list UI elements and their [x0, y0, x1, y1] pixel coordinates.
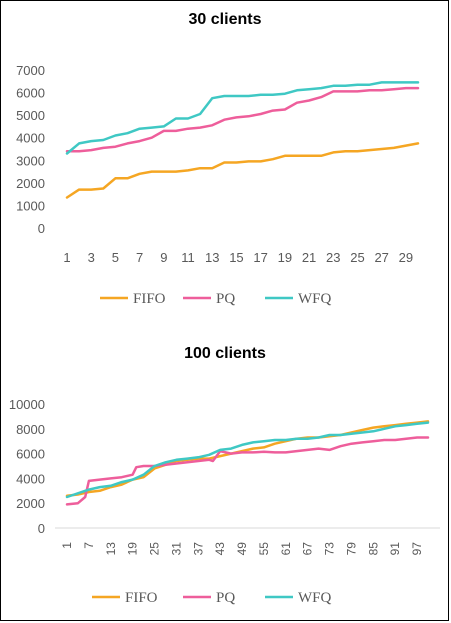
c100-series-pq-line [65, 436, 430, 506]
c100-x-tick-label: 7 [82, 542, 96, 549]
c30-y-tick-label: 1000 [16, 198, 45, 213]
c30-series-pq-line [65, 86, 420, 153]
c30-x-tick-label: 5 [112, 250, 119, 265]
c30-series-wfq-line [65, 81, 420, 155]
c30-legend-label-fifo: FIFO [133, 291, 166, 307]
c100-y-tick-label: 6000 [16, 447, 45, 462]
c100-title: 100 clients [184, 345, 266, 362]
c30-y-tick-label: 4000 [16, 131, 45, 146]
c30-series-fifo-line [65, 142, 420, 199]
c30-legend-label-wfq: WFQ [298, 291, 332, 307]
c30-legend-label-pq: PQ [216, 291, 235, 307]
c100-x-tick-label: 25 [148, 542, 162, 556]
c30-x-tick-label: 15 [229, 250, 243, 265]
c100-x-tick-label: 55 [257, 542, 271, 556]
c100-x-tick-label: 79 [344, 542, 358, 556]
c100-x-tick-label: 85 [366, 542, 380, 556]
c30-y-tick-label: 2000 [16, 176, 45, 191]
c100-series-fifo-line [65, 420, 430, 498]
c100-y-tick-label: 2000 [16, 496, 45, 511]
c100-legend-label-pq: PQ [216, 590, 235, 606]
c100-series-wfq-line [65, 421, 430, 499]
c100-x-tick-label: 43 [213, 542, 227, 556]
c30-y-tick-label: 3000 [16, 153, 45, 168]
c30-x-tick-label: 27 [374, 250, 388, 265]
c30-x-tick-label: 25 [350, 250, 364, 265]
c100-x-tick-label: 97 [410, 542, 424, 556]
c100-x-tick-label: 73 [323, 542, 337, 556]
c30-x-tick-label: 21 [302, 250, 316, 265]
c100-y-tick-label: 8000 [16, 422, 45, 437]
c30-x-tick-label: 29 [399, 250, 413, 265]
c30-x-tick-label: 19 [278, 250, 292, 265]
c30-x-tick-label: 7 [136, 250, 143, 265]
c100-x-tick-label: 19 [126, 542, 140, 556]
c100-x-tick-label: 13 [104, 542, 118, 556]
c100-y-tick-label: 0 [38, 521, 45, 536]
c100-x-tick-label: 61 [279, 542, 293, 556]
c100-x-tick-label: 91 [388, 542, 402, 556]
c100-legend-label-fifo: FIFO [125, 590, 158, 606]
c100-x-tick-label: 37 [191, 542, 205, 556]
c100-x-tick-label: 49 [235, 542, 249, 556]
c30-x-tick-label: 13 [205, 250, 219, 265]
c100-x-tick-label: 1 [60, 542, 74, 549]
c100-y-tick-label: 10000 [9, 397, 45, 412]
c30-y-tick-label: 5000 [16, 108, 45, 123]
c30-x-tick-label: 3 [88, 250, 95, 265]
c30-x-tick-label: 17 [253, 250, 267, 265]
c100-y-tick-label: 4000 [16, 471, 45, 486]
c30-y-tick-label: 7000 [16, 63, 45, 78]
c30-title: 30 clients [189, 11, 262, 28]
c30-x-tick-label: 11 [181, 250, 195, 265]
c30-x-tick-label: 1 [63, 250, 70, 265]
c100-x-tick-label: 31 [169, 542, 183, 556]
c30-x-tick-label: 9 [160, 250, 167, 265]
c30-x-tick-label: 23 [326, 250, 340, 265]
c100-x-tick-label: 67 [301, 542, 315, 556]
c30-y-tick-label: 0 [38, 221, 45, 236]
c100-legend-label-wfq: WFQ [298, 590, 332, 606]
c30-y-tick-label: 6000 [16, 86, 45, 101]
